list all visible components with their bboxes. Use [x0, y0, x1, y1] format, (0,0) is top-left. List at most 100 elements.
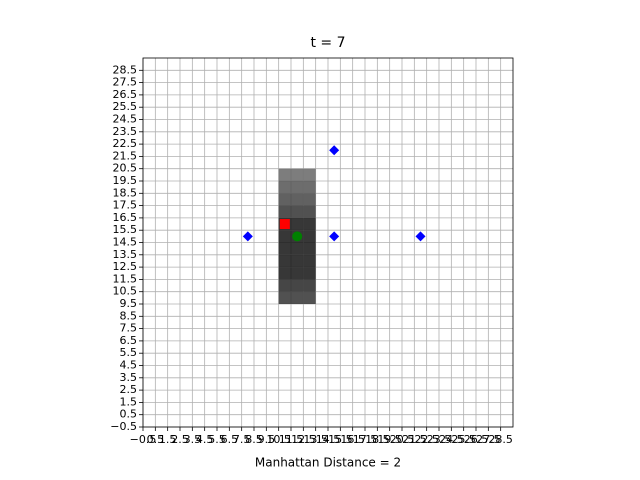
point — [279, 219, 290, 230]
heat-cell — [303, 242, 316, 255]
x-tick-label: 13.5 — [303, 433, 328, 446]
heat-cell — [303, 291, 316, 304]
heat-cell — [303, 254, 316, 268]
x-tick-label: 8.5 — [245, 433, 263, 446]
heat-cell — [278, 168, 291, 181]
y-tick-label: 7.5 — [120, 322, 138, 335]
x-tick-label: 4.5 — [196, 433, 214, 446]
heat-cell — [278, 267, 291, 280]
point — [329, 145, 340, 156]
heat-cell — [303, 267, 316, 280]
x-axis-label: Manhattan Distance = 2 — [255, 456, 401, 470]
y-tick-label: 13.5 — [113, 248, 138, 261]
heat-cell — [303, 230, 316, 243]
x-tick-label: −0.5 — [130, 433, 157, 446]
heat-cell — [278, 205, 291, 218]
y-tick-label: 6.5 — [120, 334, 138, 347]
y-tick-label: 17.5 — [113, 199, 138, 212]
y-tick-label: −0.5 — [110, 420, 137, 433]
y-tick-label: 15.5 — [113, 223, 138, 236]
y-tick-label: 3.5 — [120, 371, 138, 384]
x-tick-label: 19.5 — [377, 433, 402, 446]
heat-cell — [291, 279, 304, 292]
y-tick-label: 25.5 — [113, 100, 138, 113]
heat-cell — [291, 291, 304, 304]
heat-cell — [291, 181, 304, 194]
y-tick-label: 14.5 — [113, 236, 138, 249]
point — [292, 231, 303, 242]
heat-cell — [291, 205, 304, 218]
x-tick-label: 3.5 — [184, 433, 202, 446]
y-tick-label: 19.5 — [113, 174, 138, 187]
x-tick-label: 15.5 — [328, 433, 353, 446]
x-tick-label: 21.5 — [402, 433, 427, 446]
x-tick-label: 5.5 — [208, 433, 226, 446]
y-tick-label: 5.5 — [120, 346, 138, 359]
axes-frame — [142, 57, 514, 428]
y-tick-label: 22.5 — [113, 137, 138, 150]
heat-cell — [291, 267, 304, 280]
y-tick-label: 2.5 — [120, 383, 138, 396]
x-tick-label: 25.5 — [451, 433, 476, 446]
heat-cell — [278, 254, 291, 268]
x-tick-label: 27.5 — [476, 433, 501, 446]
heat-cell — [278, 291, 291, 304]
heat-cell — [291, 217, 304, 231]
point — [242, 231, 253, 242]
y-tick-label: 18.5 — [113, 186, 138, 199]
x-tick-label: 0.5 — [147, 433, 165, 446]
heat-cell — [303, 217, 316, 231]
x-tick-label: 7.5 — [233, 433, 251, 446]
heat-cell — [291, 168, 304, 181]
x-tick-label: 22.5 — [414, 433, 439, 446]
x-tick-label: 26.5 — [464, 433, 489, 446]
y-tick-label: 10.5 — [113, 285, 138, 298]
heat-cell — [291, 254, 304, 268]
y-tick-label: 8.5 — [120, 309, 138, 322]
heat-cell — [303, 181, 316, 194]
heat-cell — [291, 242, 304, 255]
y-tick-label: 24.5 — [113, 113, 138, 126]
x-tick-label: 14.5 — [316, 433, 341, 446]
y-tick-label: 27.5 — [113, 76, 138, 89]
y-tick-label: 20.5 — [113, 162, 138, 175]
point — [329, 231, 340, 242]
y-tick-label: 9.5 — [120, 297, 138, 310]
heat-cell — [303, 193, 316, 206]
y-tick-label: 4.5 — [120, 359, 138, 372]
y-tick-label: 28.5 — [113, 63, 138, 76]
x-tick-label: 9.5 — [258, 433, 276, 446]
y-tick-label: 23.5 — [113, 125, 138, 138]
x-tick-label: 24.5 — [439, 433, 464, 446]
y-tick-label: 0.5 — [120, 408, 138, 421]
heat-cell — [303, 279, 316, 292]
x-tick-label: 1.5 — [159, 433, 177, 446]
heat-cell — [278, 230, 291, 243]
heat-cell — [303, 205, 316, 218]
heat-cell — [278, 279, 291, 292]
x-tick-label: 18.5 — [365, 433, 390, 446]
y-tick-label: 12.5 — [113, 260, 138, 273]
point — [415, 231, 426, 242]
x-tick-label: 6.5 — [221, 433, 239, 446]
y-tick-label: 1.5 — [120, 395, 138, 408]
x-tick-label: 2.5 — [171, 433, 189, 446]
heat-cell — [278, 242, 291, 255]
heat-cell — [278, 193, 291, 206]
x-tick-label: 16.5 — [340, 433, 365, 446]
heat-cell — [291, 193, 304, 206]
y-tick-label: 16.5 — [113, 211, 138, 224]
y-tick-label: 21.5 — [113, 149, 138, 162]
heat-cell — [278, 181, 291, 194]
x-tick-label: 28.5 — [488, 433, 513, 446]
y-tick-label: 26.5 — [113, 88, 138, 101]
x-tick-label: 10.5 — [266, 433, 291, 446]
heat-cell — [303, 168, 316, 181]
x-tick-label: 23.5 — [427, 433, 452, 446]
x-tick-label: 12.5 — [291, 433, 316, 446]
chart-title: t = 7 — [310, 35, 345, 51]
x-tick-label: 20.5 — [390, 433, 415, 446]
x-tick-label: 11.5 — [279, 433, 304, 446]
y-tick-label: 11.5 — [113, 272, 138, 285]
